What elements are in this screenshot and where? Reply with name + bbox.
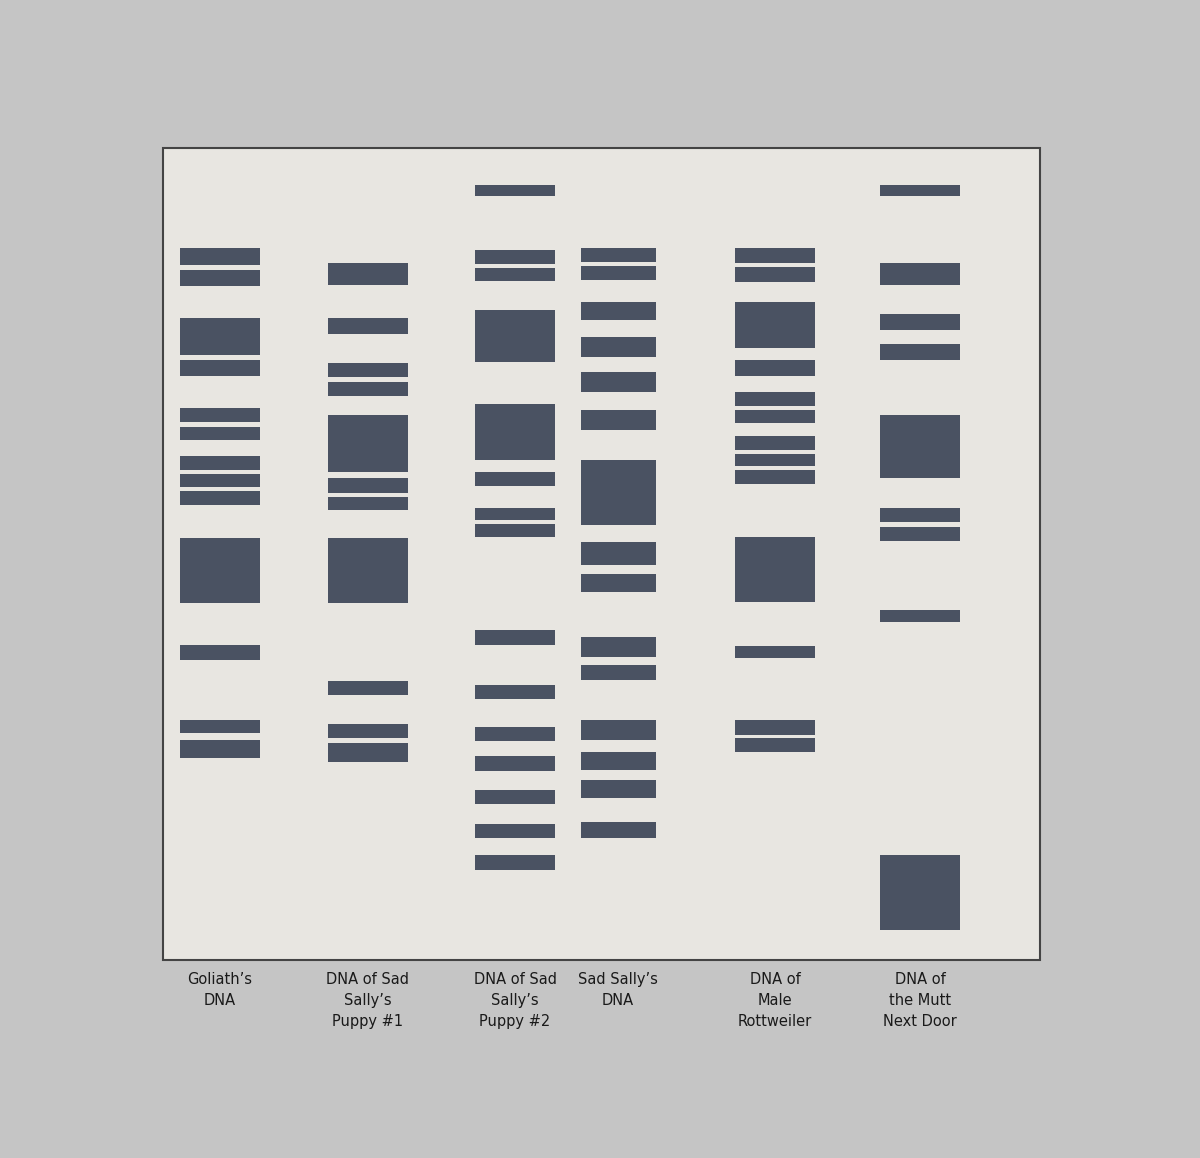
Text: DNA of
Male
Rottweiler: DNA of Male Rottweiler bbox=[738, 972, 812, 1028]
Text: Sad Sally’s
DNA: Sad Sally’s DNA bbox=[578, 972, 658, 1007]
Text: Goliath’s
DNA: Goliath’s DNA bbox=[187, 972, 252, 1007]
Text: DNA of Sad
Sally’s
Puppy #1: DNA of Sad Sally’s Puppy #1 bbox=[326, 972, 409, 1028]
Text: DNA of
the Mutt
Next Door: DNA of the Mutt Next Door bbox=[883, 972, 956, 1028]
Text: DNA of Sad
Sally’s
Puppy #2: DNA of Sad Sally’s Puppy #2 bbox=[474, 972, 557, 1028]
